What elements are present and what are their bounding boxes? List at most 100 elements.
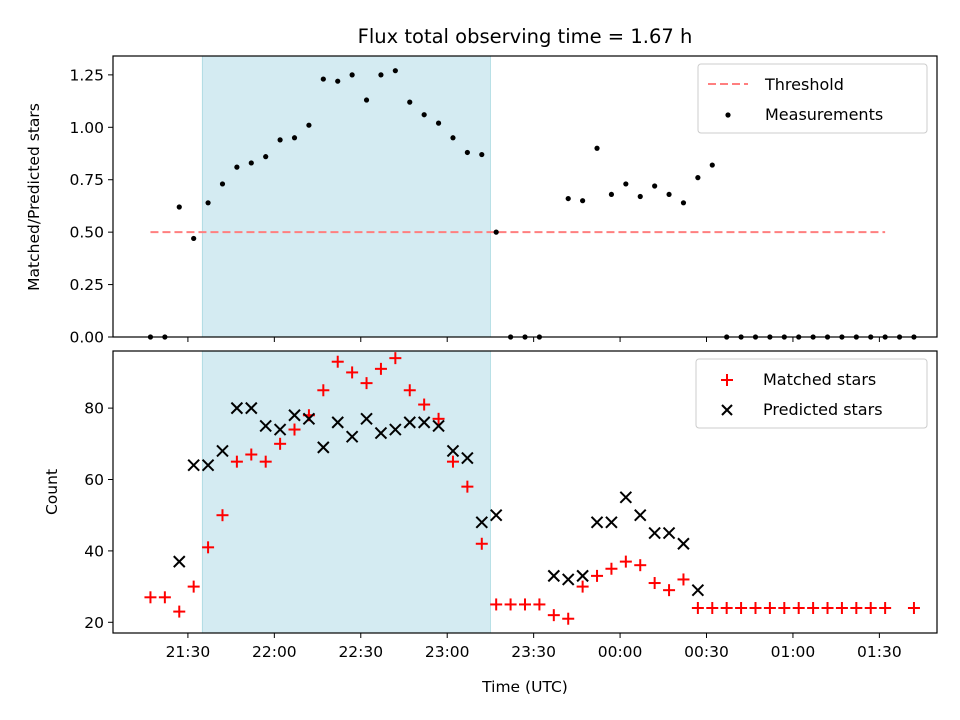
measurement-point <box>349 72 355 78</box>
matched-star-point <box>821 602 834 615</box>
measurement-point <box>594 145 600 151</box>
predicted-star-point <box>345 430 359 443</box>
predicted-star-point <box>432 419 445 433</box>
measurement-point <box>378 72 384 78</box>
chart-title: Flux total observing time = 1.67 h <box>358 25 693 48</box>
matched-star-point <box>346 366 359 379</box>
predicted-star-point <box>245 401 258 415</box>
top-y-tick-label: 0.50 <box>69 224 104 242</box>
predicted-star-point <box>619 491 633 504</box>
matched-star-point <box>216 509 229 522</box>
measurement-point <box>623 181 629 187</box>
predicted-star-point <box>576 569 589 583</box>
bottom-plot-frame <box>112 350 938 634</box>
measurement-point <box>709 162 715 168</box>
matched-star-point <box>245 448 258 461</box>
measurement-point <box>291 135 298 141</box>
top-legend: Threshold Measurements <box>697 63 928 134</box>
top-shaded-interval <box>201 55 491 338</box>
x-tick-label: 23:00 <box>425 643 470 661</box>
matched-star-point <box>735 602 748 615</box>
matched-star-point <box>763 602 776 615</box>
top-y-tick-label: 0.75 <box>69 171 104 189</box>
measurement-point <box>263 154 269 160</box>
measurement-point <box>248 160 254 166</box>
bot-y-tick-label: 80 <box>84 400 104 418</box>
measurement-point <box>637 193 643 200</box>
predicted-star-point <box>590 516 604 529</box>
matched-star-point <box>504 598 517 611</box>
x-tick-label: 00:00 <box>598 643 643 661</box>
matched-star-point <box>576 580 589 593</box>
measurement-point <box>219 181 226 187</box>
predicted-star-point <box>662 526 676 540</box>
matched-star-point <box>202 541 215 554</box>
matched-star-point <box>288 423 301 436</box>
matched-star-point <box>173 605 186 618</box>
matched-star-point <box>317 384 330 397</box>
measurement-point <box>176 204 182 210</box>
top-plot-frame <box>112 55 938 338</box>
top-y-tick-label: 0.25 <box>69 276 104 294</box>
matched-star-point <box>374 362 387 375</box>
matched-star-point <box>230 455 243 468</box>
matched-star-point <box>749 602 762 615</box>
x-tick-label: 22:00 <box>252 643 297 661</box>
top-legend-box <box>697 63 928 134</box>
predicted-star-point <box>201 459 215 472</box>
matched-star-point <box>706 602 719 615</box>
matched-star-point <box>274 437 287 450</box>
measurement-point <box>464 149 470 156</box>
x-tick-label: 01:00 <box>771 643 816 661</box>
predicted-star-point <box>374 426 388 440</box>
legend-predicted-swatch <box>721 404 733 416</box>
x-tick-label: 01:30 <box>857 643 902 661</box>
matched-star-point <box>331 355 344 368</box>
bottom-legend: Matched stars Predicted stars <box>695 358 928 429</box>
x-tick-label: 21:30 <box>166 643 211 661</box>
predicted-star-point <box>273 423 287 436</box>
predicted-star-point <box>417 416 431 429</box>
matched-star-point <box>605 562 618 575</box>
bottom-y-axis-label: Count <box>43 469 61 515</box>
measurement-point <box>234 164 240 170</box>
matched-star-point <box>533 598 546 611</box>
predicted-star-point <box>360 412 373 426</box>
legend-predicted-label: Predicted stars <box>763 400 883 419</box>
top-panel: 0.00 0.25 0.50 0.75 1.00 1.25 Matched/Predict… <box>25 55 938 347</box>
matched-star-point <box>418 398 431 411</box>
matched-star-point <box>648 577 661 590</box>
measurement-point <box>407 99 413 105</box>
predicted-star-point <box>677 537 690 550</box>
bot-shaded-interval <box>201 350 491 634</box>
matched-star-point <box>677 573 690 586</box>
measurement-point <box>320 76 326 82</box>
predicted-star-point <box>475 516 488 529</box>
matched-star-point <box>720 602 733 615</box>
matched-star-point <box>619 555 632 568</box>
measurement-point <box>695 175 701 181</box>
x-tick-label: 22:30 <box>338 643 383 661</box>
predicted-star-point <box>317 441 330 454</box>
matched-star-point <box>864 602 877 615</box>
measurement-point <box>652 183 658 189</box>
matched-star-point <box>778 602 791 615</box>
top-y-axis-label: Matched/Predicted stars <box>25 103 43 291</box>
matched-star-point <box>403 384 416 397</box>
legend-measurements-swatch <box>725 112 731 118</box>
predicted-star-point <box>691 583 705 597</box>
measurement-point <box>392 68 398 74</box>
predicted-star-point <box>547 569 561 583</box>
matched-star-point <box>446 455 459 468</box>
bot-y-tick-label: 60 <box>84 471 104 489</box>
matched-star-point <box>461 480 474 493</box>
matched-star-point <box>475 537 488 550</box>
matched-star-point <box>850 602 863 615</box>
predicted-star-point <box>173 555 186 568</box>
measurement-point <box>666 191 672 198</box>
measurement-point <box>680 200 687 206</box>
measurement-point <box>421 112 427 118</box>
matched-star-point <box>835 602 848 615</box>
top-y-tick-label: 1.00 <box>69 119 104 137</box>
